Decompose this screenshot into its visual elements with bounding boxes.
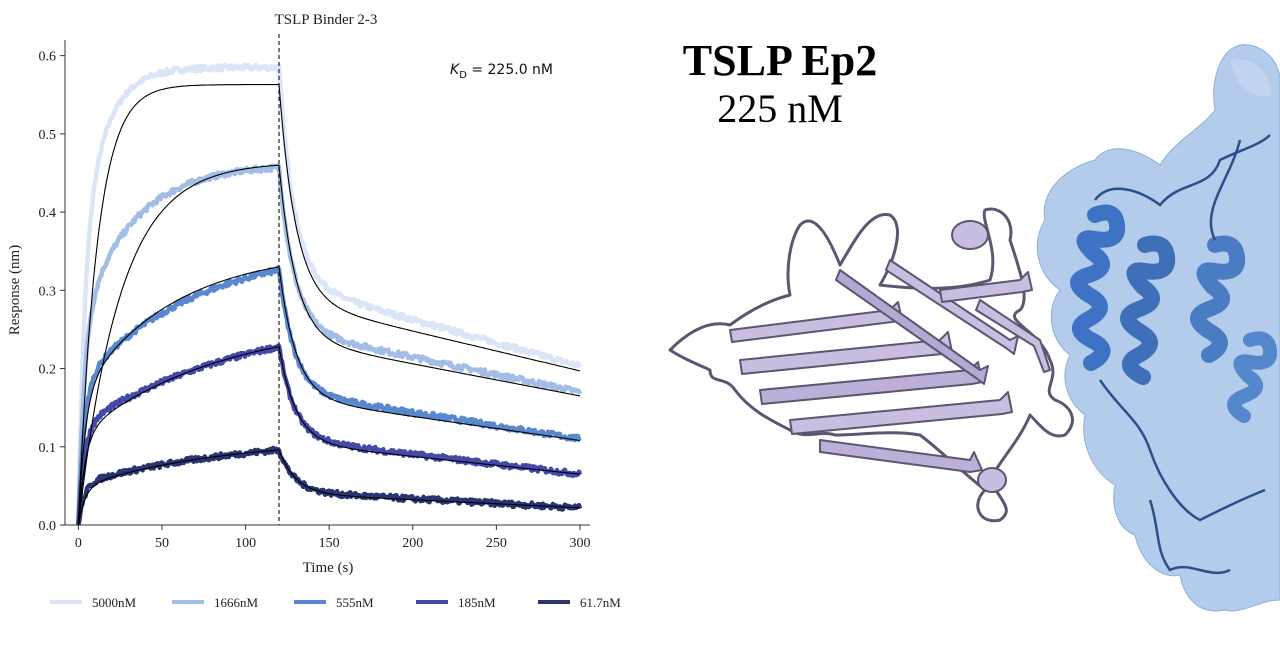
legend: 5000nM 1666nM 555nM 185nM 61.7nM: [50, 595, 621, 610]
series-group: [76, 62, 583, 526]
x-tick-label: 250: [486, 536, 507, 551]
y-tick-label: 0.5: [39, 128, 57, 143]
y-tick-label: 0.1: [39, 441, 57, 456]
y-tick-label: 0.2: [39, 363, 57, 378]
fit-curve-4: [77, 449, 581, 526]
target-loops: [1094, 134, 1271, 575]
axes-group: 0 50 100 150 200 250 300 0.0 0.1 0.2 0.3 0.4 0.5 0.6: [39, 34, 590, 551]
x-tick-label: 200: [402, 536, 423, 551]
y-axis-label: Response (nm): [7, 245, 23, 335]
structure-caption: TSLP Ep2 225 nM: [640, 36, 920, 132]
kd-subscript: D: [459, 70, 467, 81]
binding-kinetics-chart: 0 50 100 150 200 250 3000.00.10.20.30.40.50.6 …: [7, 12, 621, 610]
y-tick-label: 0.4: [39, 206, 57, 221]
legend-label-0: 5000nM: [92, 595, 137, 610]
fit-curve-3: [77, 345, 581, 526]
beta-strand-5: [835, 269, 989, 385]
helix-2: [1120, 235, 1176, 385]
x-tick-label: 0: [75, 536, 82, 551]
helix-1: [1070, 204, 1126, 371]
binder-helix-turn-2: [977, 467, 1007, 493]
x-tick-label: 150: [319, 536, 340, 551]
kd-symbol: K: [450, 62, 461, 78]
helix-4: [1227, 331, 1278, 423]
measured-trace-4: [76, 445, 583, 525]
protein-structure-render: [668, 44, 1280, 612]
binder-loops: [668, 207, 1074, 523]
fit-curve-1: [77, 164, 581, 526]
beta-strand-4: [789, 391, 1013, 435]
binder-protein: [668, 207, 1074, 523]
legend-label-2: 555nM: [336, 595, 374, 610]
measured-trace-2: [76, 265, 582, 524]
legend-label-1: 1666nM: [214, 595, 259, 610]
epitope-title: TSLP Ep2: [682, 36, 878, 85]
legend-label-3: 185nM: [458, 595, 496, 610]
fit-curve-2: [77, 266, 581, 526]
binder-helix-turn: [951, 220, 989, 250]
beta-strand-8: [819, 439, 983, 473]
x-tick-label: 100: [235, 536, 256, 551]
target-helices: [1070, 204, 1278, 423]
y-tick-label: 0.6: [39, 50, 57, 65]
helix-3: [1190, 235, 1246, 363]
affinity-value: 225 nM: [717, 86, 843, 131]
beta-strand-7: [939, 271, 1033, 303]
beta-strand-6: [885, 259, 1019, 355]
measured-trace-1: [76, 163, 583, 525]
x-tick-label: 50: [155, 536, 169, 551]
y-tick-label: 0.0: [39, 519, 57, 534]
kd-annotation: KD = 225.0 nM: [450, 62, 553, 81]
kd-value: = 225.0 nM: [467, 62, 553, 78]
target-surface: [1036, 44, 1280, 612]
beta-strand-9: [975, 299, 1051, 373]
y-tick-label: 0.3: [39, 284, 57, 299]
measured-trace-3: [76, 343, 583, 526]
legend-label-4: 61.7nM: [580, 595, 621, 610]
measured-trace-0: [76, 62, 582, 526]
x-axis-label: Time (s): [303, 560, 354, 576]
x-tick-label: 300: [569, 536, 590, 551]
target-surface-highlight: [1230, 59, 1272, 97]
fit-curve-0: [77, 84, 581, 526]
chart-title: TSLP Binder 2-3: [275, 12, 378, 28]
